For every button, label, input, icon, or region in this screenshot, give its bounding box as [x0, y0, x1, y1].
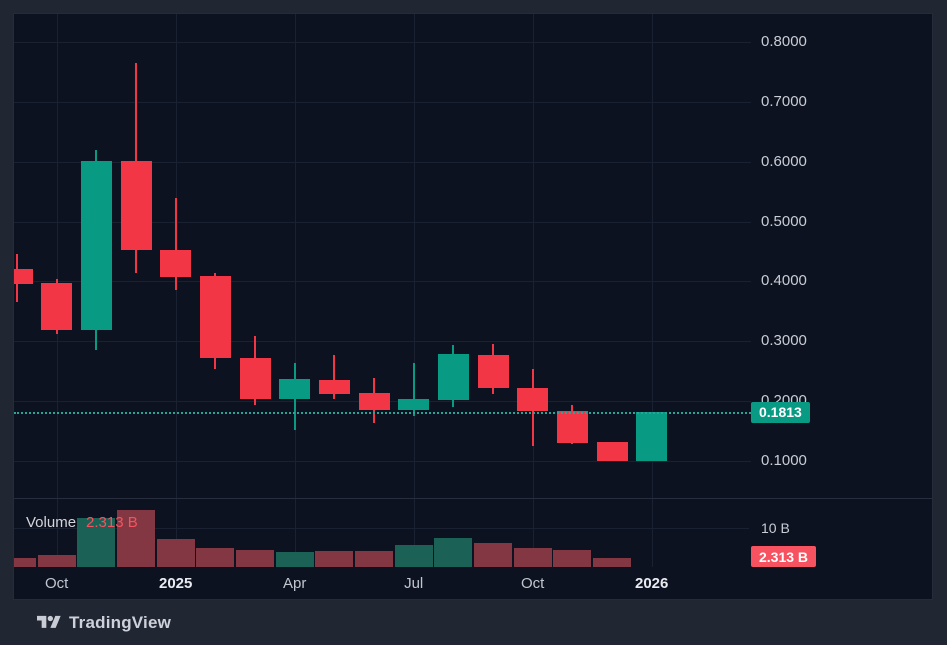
volume-legend[interactable]: Volume 2.313 B — [26, 514, 138, 532]
candle-body[interactable] — [80, 161, 112, 330]
chart-region[interactable]: Volume 2.313 B 0.8000 0.7000 0.6000 0.5000 0… — [13, 13, 933, 600]
time-axis-tick: 2025 — [159, 575, 193, 592]
time-gridline — [651, 14, 653, 567]
time-gridline — [175, 14, 177, 567]
price-gridline — [14, 221, 751, 223]
candle-body[interactable] — [477, 355, 509, 388]
candle-wick[interactable] — [333, 355, 336, 399]
candle-body[interactable] — [160, 250, 192, 278]
tradingview-logo-icon[interactable] — [37, 613, 61, 632]
price-axis-tick: 0.7000 — [761, 92, 807, 110]
pane-separator — [14, 498, 932, 499]
time-gridline — [294, 14, 296, 567]
candle-body[interactable] — [14, 268, 33, 284]
volume-bar[interactable] — [77, 517, 116, 567]
time-axis-separator — [14, 567, 932, 568]
time-gridline — [532, 14, 534, 567]
volume-bar[interactable] — [593, 558, 632, 567]
volume-legend-title: Volume — [26, 514, 77, 531]
volume-bar[interactable] — [14, 558, 36, 567]
price-gridline — [14, 281, 751, 283]
last-price-line — [14, 412, 751, 415]
price-axis-tick: 0.3000 — [761, 332, 807, 350]
volume-bar[interactable] — [315, 551, 354, 567]
candle-body[interactable] — [596, 441, 628, 462]
time-gridline — [413, 14, 415, 567]
candle-body[interactable] — [358, 392, 390, 411]
price-gridline — [14, 461, 751, 462]
volume-bar[interactable] — [236, 549, 274, 567]
price-axis-tick: 0.1000 — [761, 452, 807, 469]
price-gridline — [14, 101, 751, 103]
candle-body[interactable] — [437, 353, 469, 400]
candle-wick[interactable] — [174, 198, 177, 290]
candle-body[interactable] — [636, 412, 668, 462]
price-axis-tick: 0.4000 — [761, 272, 807, 290]
candle-body[interactable] — [279, 379, 311, 399]
candle-body[interactable] — [199, 276, 231, 359]
volume-axis-tick: 10 B — [761, 520, 790, 536]
volume-legend-value: 2.313 B — [86, 514, 138, 531]
volume-bar[interactable] — [434, 538, 473, 567]
time-axis-tick: Oct — [521, 575, 545, 592]
candle-body[interactable] — [120, 161, 152, 251]
volume-bar[interactable] — [156, 538, 195, 567]
volume-bar[interactable] — [355, 551, 393, 567]
time-axis-tick: Oct — [45, 575, 69, 592]
time-axis-tick: 2026 — [635, 575, 669, 592]
candle-body[interactable] — [517, 388, 549, 412]
volume-bar[interactable] — [117, 510, 155, 567]
candle-body[interactable] — [41, 283, 73, 330]
footer-brand-text[interactable]: TradingView — [69, 612, 172, 632]
candle-body[interactable] — [556, 411, 588, 443]
volume-bar[interactable] — [196, 547, 235, 567]
candle-body[interactable] — [318, 380, 350, 394]
volume-bar[interactable] — [553, 549, 592, 567]
volume-bar[interactable] — [394, 545, 433, 567]
price-gridline — [14, 341, 751, 343]
last-price-badge: 0.1813 — [751, 401, 810, 423]
price-axis-tick: 0.8000 — [761, 33, 807, 50]
footer-bar: TradingView — [0, 600, 947, 645]
time-axis-tick: Jul — [404, 575, 424, 592]
price-gridline — [14, 161, 751, 163]
price-axis-tick: 0.6000 — [761, 152, 807, 170]
price-gridline — [14, 42, 751, 43]
volume-gridline — [14, 528, 749, 529]
volume-bar[interactable] — [513, 547, 552, 567]
price-axis-tick: 0.5000 — [761, 212, 807, 230]
candle-body[interactable] — [398, 398, 430, 411]
candle-body[interactable] — [239, 358, 271, 399]
candle-wick[interactable] — [412, 362, 415, 417]
volume-bar[interactable] — [37, 554, 76, 567]
volume-bar[interactable] — [474, 542, 512, 567]
last-volume-badge: 2.313 B — [751, 546, 817, 567]
time-axis-tick: Apr — [283, 575, 307, 592]
volume-bar[interactable] — [275, 552, 314, 567]
